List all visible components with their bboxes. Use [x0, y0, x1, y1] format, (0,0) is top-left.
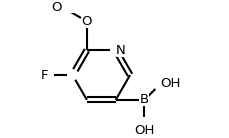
- Text: OH: OH: [160, 77, 180, 90]
- Text: OH: OH: [134, 124, 154, 137]
- Text: N: N: [115, 44, 125, 57]
- Text: F: F: [41, 69, 48, 82]
- Text: B: B: [139, 93, 148, 106]
- Text: O: O: [81, 15, 92, 28]
- Text: O: O: [51, 1, 62, 14]
